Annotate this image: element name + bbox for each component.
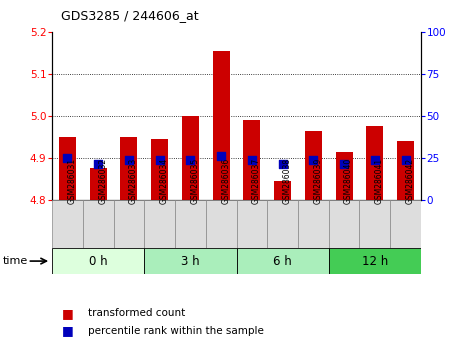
Text: GSM286032: GSM286032 xyxy=(98,158,107,204)
Bar xyxy=(274,181,291,200)
Bar xyxy=(144,200,175,248)
Bar xyxy=(359,200,390,248)
Text: GSM286042: GSM286042 xyxy=(406,158,415,204)
Text: transformed count: transformed count xyxy=(88,308,185,318)
Bar xyxy=(52,200,83,248)
Bar xyxy=(367,126,383,200)
Text: percentile rank within the sample: percentile rank within the sample xyxy=(88,326,263,336)
Point xyxy=(248,157,255,163)
Bar xyxy=(336,152,352,200)
Text: GSM286036: GSM286036 xyxy=(221,158,230,204)
Point xyxy=(94,161,102,167)
Bar xyxy=(244,120,260,200)
Bar xyxy=(236,248,329,274)
Point xyxy=(156,157,164,163)
Text: 6 h: 6 h xyxy=(273,255,292,268)
Point xyxy=(402,157,410,163)
Bar xyxy=(90,169,106,200)
Text: GSM286034: GSM286034 xyxy=(159,158,169,204)
Point xyxy=(310,157,317,163)
Text: GSM286031: GSM286031 xyxy=(67,158,77,204)
Bar xyxy=(121,137,137,200)
Bar xyxy=(206,200,236,248)
Text: time: time xyxy=(2,256,27,266)
Point xyxy=(125,157,132,163)
Text: GDS3285 / 244606_at: GDS3285 / 244606_at xyxy=(61,9,199,22)
Text: GSM286041: GSM286041 xyxy=(375,158,384,204)
Bar xyxy=(236,200,267,248)
Bar xyxy=(52,248,144,274)
Point xyxy=(217,153,225,159)
Bar xyxy=(175,200,206,248)
Point xyxy=(63,155,71,161)
Text: GSM286033: GSM286033 xyxy=(129,158,138,204)
Text: GSM286037: GSM286037 xyxy=(252,158,261,204)
Text: ■: ■ xyxy=(61,307,73,320)
Text: 0 h: 0 h xyxy=(89,255,107,268)
Bar xyxy=(151,139,168,200)
Text: GSM286040: GSM286040 xyxy=(344,158,353,204)
Bar xyxy=(305,131,322,200)
Text: ■: ■ xyxy=(61,325,73,337)
Bar xyxy=(144,248,236,274)
Bar xyxy=(213,51,229,200)
Bar xyxy=(397,141,414,200)
Text: 12 h: 12 h xyxy=(362,255,388,268)
Text: 3 h: 3 h xyxy=(181,255,200,268)
Bar xyxy=(114,200,144,248)
Text: GSM286039: GSM286039 xyxy=(314,158,323,204)
Point xyxy=(279,161,287,167)
Bar xyxy=(329,200,359,248)
Bar xyxy=(182,116,199,200)
Bar xyxy=(298,200,329,248)
Bar xyxy=(390,200,421,248)
Bar xyxy=(329,248,421,274)
Bar xyxy=(267,200,298,248)
Point xyxy=(371,157,378,163)
Point xyxy=(341,161,348,167)
Bar xyxy=(59,137,76,200)
Bar xyxy=(83,200,114,248)
Text: GSM286035: GSM286035 xyxy=(190,158,200,204)
Text: GSM286038: GSM286038 xyxy=(283,158,292,204)
Point xyxy=(186,157,194,163)
